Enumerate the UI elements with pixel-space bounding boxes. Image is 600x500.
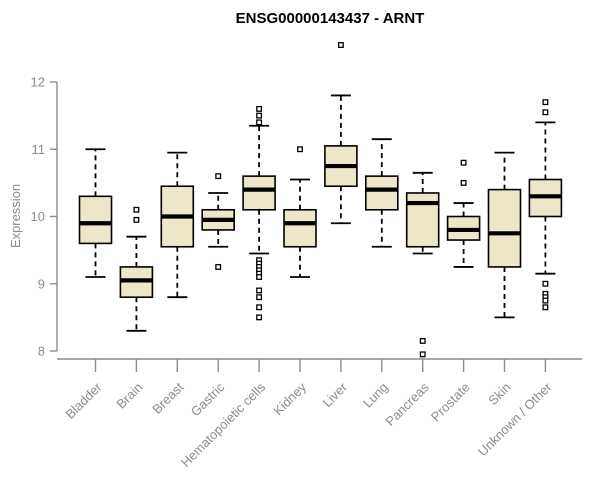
outlier-point: [256, 287, 263, 294]
y-tick-label: 10: [31, 209, 45, 224]
outlier-point: [133, 216, 140, 223]
y-tick-label: 9: [38, 276, 45, 291]
iqr-box: [487, 188, 522, 268]
chart-title: ENSG00000143437 - ARNT: [236, 10, 425, 27]
outlier-point: [542, 304, 549, 311]
y-axis-label: Expression: [8, 184, 23, 248]
outlier-point: [256, 304, 263, 311]
outlier-point: [256, 119, 263, 126]
x-category-label: Pancreas: [382, 379, 432, 429]
x-category-label: Kidney: [270, 379, 309, 418]
outlier-point: [256, 112, 263, 119]
outlier-point: [419, 351, 426, 358]
outlier-point: [297, 146, 303, 153]
outlier-point: [256, 105, 263, 112]
y-tick-label: 8: [38, 344, 45, 359]
y-tick-label: 11: [32, 142, 46, 157]
box-group-lung: [364, 138, 399, 248]
iqr-box: [364, 175, 399, 211]
x-category-label: Lung: [360, 380, 391, 411]
outlier-point: [460, 159, 467, 166]
outlier-point: [542, 109, 549, 116]
x-category-label: Skin: [485, 380, 513, 408]
iqr-box: [283, 208, 317, 248]
box-group-gastric: [201, 173, 235, 270]
outlier-point: [460, 179, 467, 186]
outlier-point: [215, 173, 222, 180]
outlier-point: [256, 294, 263, 301]
x-category-label: Prostate: [428, 380, 473, 425]
outlier-point: [256, 314, 263, 321]
y-axis: 8 9 10 11 12: [31, 75, 58, 359]
x-category-label: Liver: [319, 379, 350, 410]
iqr-box: [78, 195, 113, 245]
outlier-point: [542, 297, 549, 304]
x-category-label: Brain: [113, 380, 145, 412]
outlier-point: [256, 274, 263, 280]
box-group-hematopoietic-cells: [242, 105, 276, 321]
box-group-skin: [487, 151, 522, 319]
iqr-box: [242, 175, 276, 211]
box-group-bladder: [78, 148, 113, 278]
y-tick-label: 12: [31, 75, 45, 90]
outlier-point: [419, 337, 426, 344]
outlier-point: [542, 99, 549, 106]
box-group-brain: [119, 206, 154, 332]
boxplot-series: [78, 42, 563, 358]
box-group-prostate: [446, 159, 481, 268]
box-group-pancreas: [405, 171, 440, 358]
outlier-point: [337, 42, 344, 48]
outlier-point: [133, 206, 140, 213]
box-group-breast: [160, 151, 195, 299]
x-category-label: Breast: [149, 379, 186, 416]
box-group-kidney: [283, 146, 317, 278]
x-category-label: Gastric: [188, 379, 228, 419]
box-group-liver: [324, 42, 358, 225]
outlier-point: [215, 263, 222, 270]
outlier-point: [542, 280, 549, 287]
x-category-label: Unknown / Other: [475, 379, 555, 459]
x-category-label: Bladder: [62, 379, 105, 422]
box-group-unknown-other: [528, 99, 563, 311]
